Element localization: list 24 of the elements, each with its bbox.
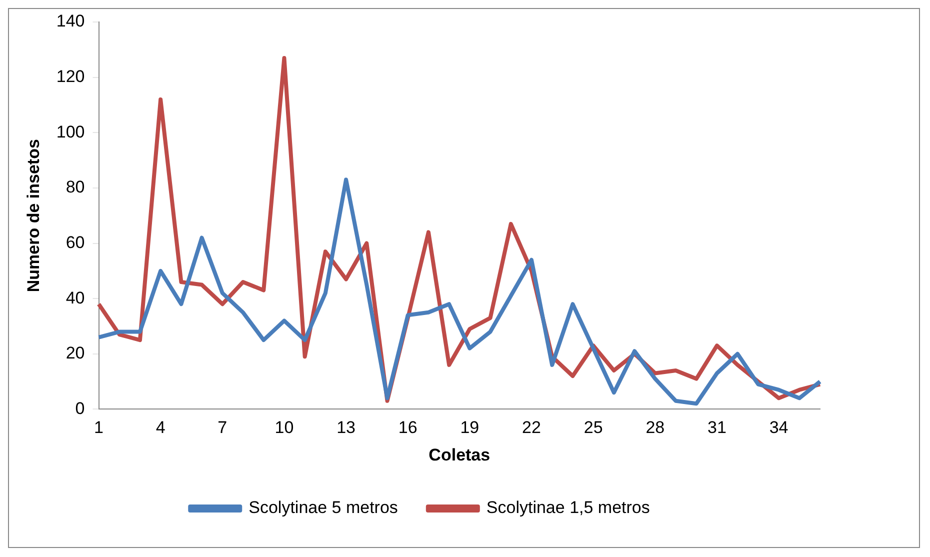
x-tick-label: 19: [460, 418, 480, 438]
legend-label: Scolytinae 1,5 metros: [486, 498, 650, 518]
x-tick-label: 10: [274, 418, 294, 438]
x-tick-label: 28: [646, 418, 665, 438]
x-tick-label: 4: [156, 418, 166, 438]
y-tick-label: 40: [66, 288, 85, 308]
x-axis-title: Coletas: [428, 445, 490, 464]
y-tick-label: 60: [66, 232, 85, 252]
y-tick-label: 120: [56, 67, 85, 86]
y-tick-label: 20: [66, 344, 85, 363]
x-tick-label: 31: [708, 418, 726, 438]
x-tick-label: 7: [218, 418, 228, 438]
y-axis-title: Numero de insetos: [24, 139, 43, 292]
legend-label: Scolytinae 5 metros: [248, 498, 398, 518]
y-tick-label: 0: [75, 398, 85, 418]
x-tick-label: 16: [398, 418, 418, 438]
x-tick-label: 22: [522, 418, 541, 438]
y-tick-label: 140: [56, 12, 85, 31]
y-tick-label: 100: [56, 122, 85, 142]
x-tick-label: 25: [584, 418, 603, 438]
x-tick-label: 1: [94, 418, 104, 438]
x-tick-label: 13: [336, 418, 356, 438]
y-tick-label: 80: [66, 178, 85, 197]
x-tick-label: 34: [769, 418, 788, 438]
